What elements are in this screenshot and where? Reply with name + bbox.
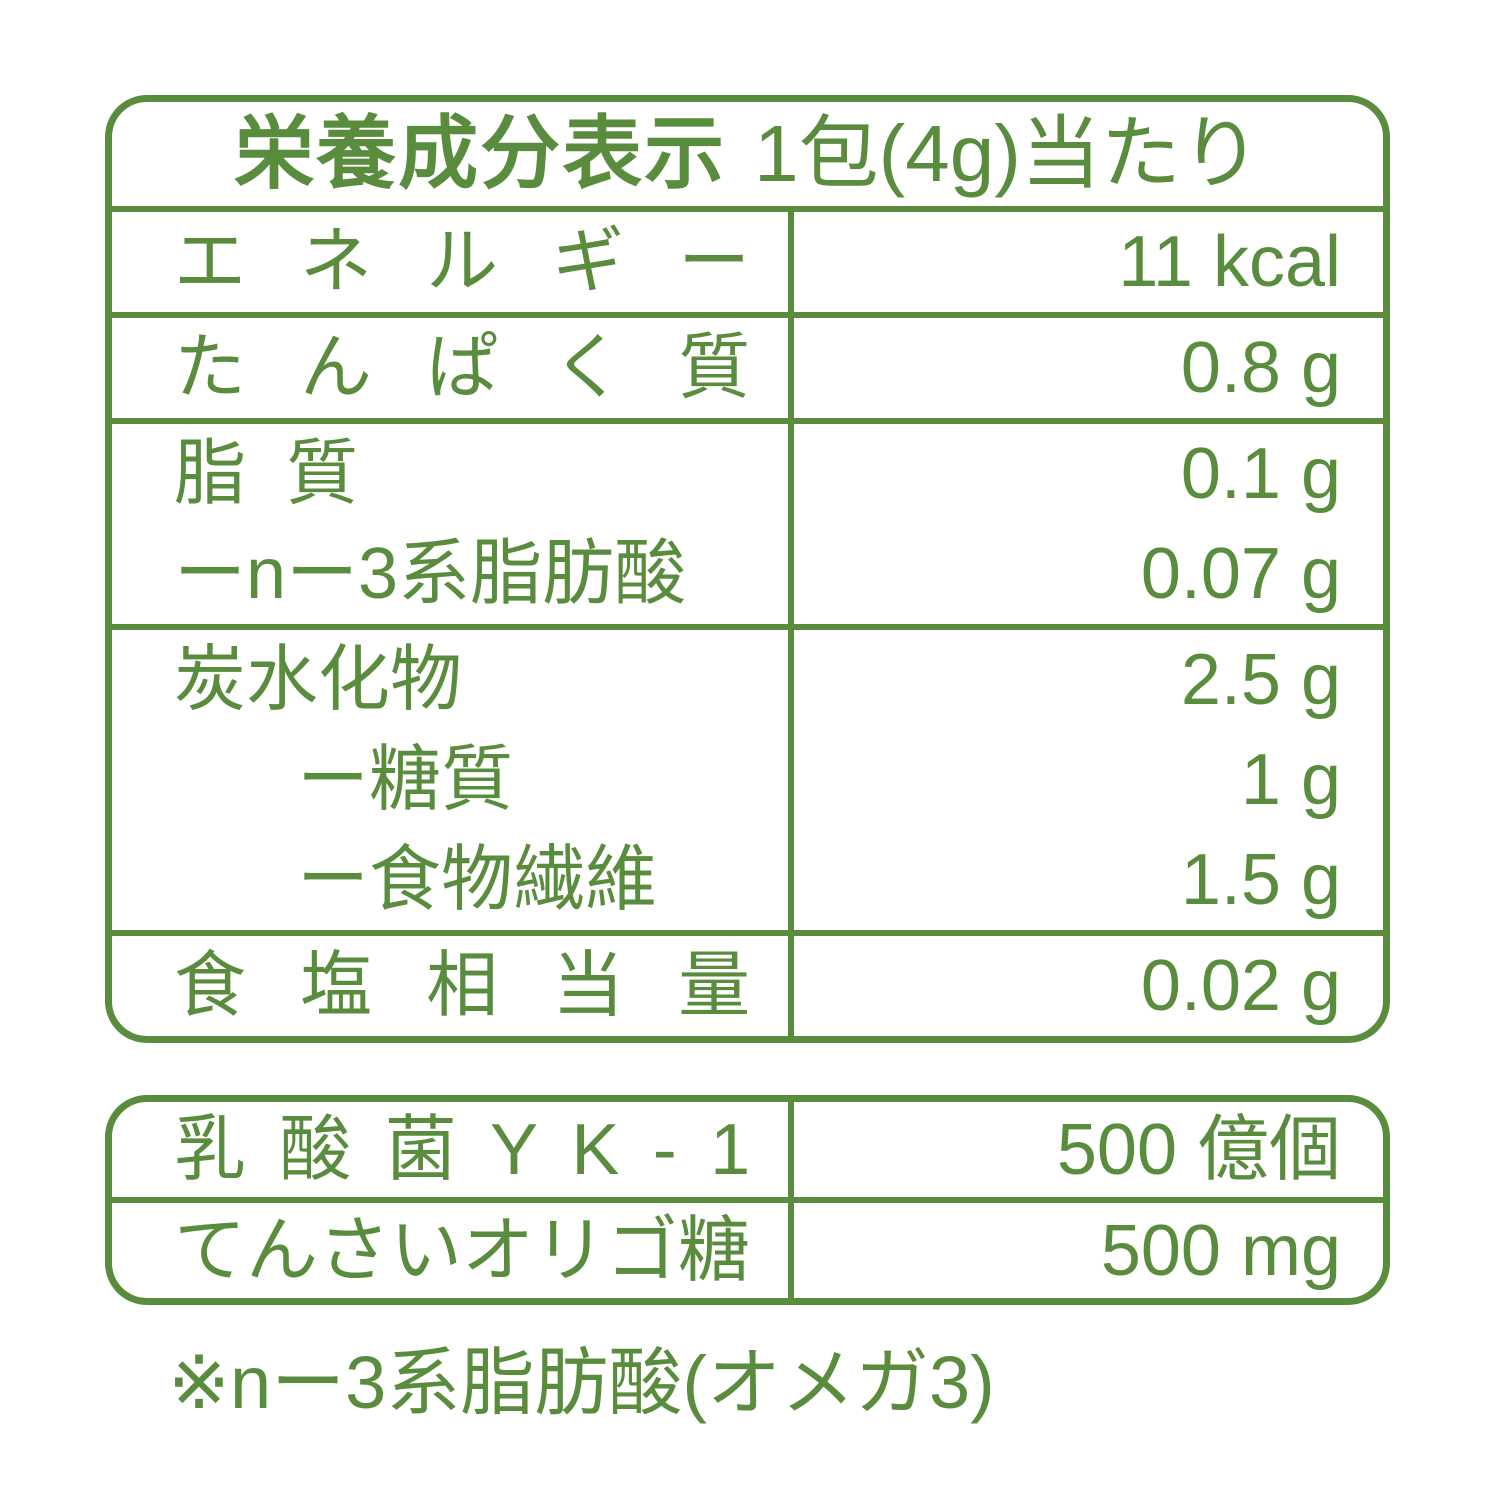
row-label-text: てんさいオリゴ糖 (174, 1210, 751, 1291)
table-row: 脂 質 0.1 g (112, 418, 1383, 524)
row-label: ー食物繊維 (112, 830, 788, 930)
row-value: 0.07 g (788, 524, 1383, 624)
row-label: 炭水化物 (112, 630, 788, 730)
row-label: てんさいオリゴ糖 (112, 1203, 788, 1298)
row-value: 500 億個 (788, 1102, 1383, 1197)
row-value: 0.8 g (788, 318, 1383, 418)
nutrition-facts-table: 栄養成分表示 1包(4g)当たり エネルギー 11 kcal たんぱく質 0.8… (105, 95, 1390, 1043)
row-value: 11 kcal (788, 212, 1383, 312)
row-label-text: 食塩相当量 (174, 946, 751, 1026)
row-value: 1.5 g (788, 830, 1383, 930)
table-row: ーnー3系脂肪酸 0.07 g (112, 524, 1383, 624)
footnote: ※nー3系脂肪酸(オメガ3) (168, 1341, 995, 1424)
table-row: 食塩相当量 0.02 g (112, 930, 1383, 1036)
serving-size: 1包(4g)当たり (754, 109, 1261, 198)
table-header: 栄養成分表示 1包(4g)当たり (112, 102, 1383, 212)
table-row: てんさいオリゴ糖 500 mg (112, 1197, 1383, 1298)
row-value: 0.1 g (788, 424, 1383, 524)
row-label-text: ー糖質 (297, 740, 514, 820)
row-label-text: 炭水化物 (174, 640, 463, 720)
table-row: ー食物繊維 1.5 g (112, 830, 1383, 930)
row-label: ー糖質 (112, 730, 788, 830)
row-value: 0.02 g (788, 936, 1383, 1036)
row-label-text: エネルギー (174, 222, 751, 302)
row-label: エネルギー (112, 212, 788, 312)
row-label-text: 脂 質 (174, 434, 359, 514)
row-label-text: たんぱく質 (174, 328, 751, 408)
row-value: 500 mg (788, 1203, 1383, 1298)
row-value: 2.5 g (788, 630, 1383, 730)
row-label: ーnー3系脂肪酸 (112, 524, 788, 624)
table-row: たんぱく質 0.8 g (112, 312, 1383, 418)
table-row: エネルギー 11 kcal (112, 212, 1383, 312)
row-label: たんぱく質 (112, 318, 788, 418)
table-row: 炭水化物 2.5 g (112, 624, 1383, 730)
row-value: 1 g (788, 730, 1383, 830)
row-label: 脂 質 (112, 424, 788, 524)
row-label: 食塩相当量 (112, 936, 788, 1036)
row-label-text: ーnー3系脂肪酸 (174, 534, 687, 614)
row-label-text: ー食物繊維 (297, 840, 658, 920)
table-title: 栄養成分表示 (234, 109, 727, 198)
table-row: ー糖質 1 g (112, 730, 1383, 830)
